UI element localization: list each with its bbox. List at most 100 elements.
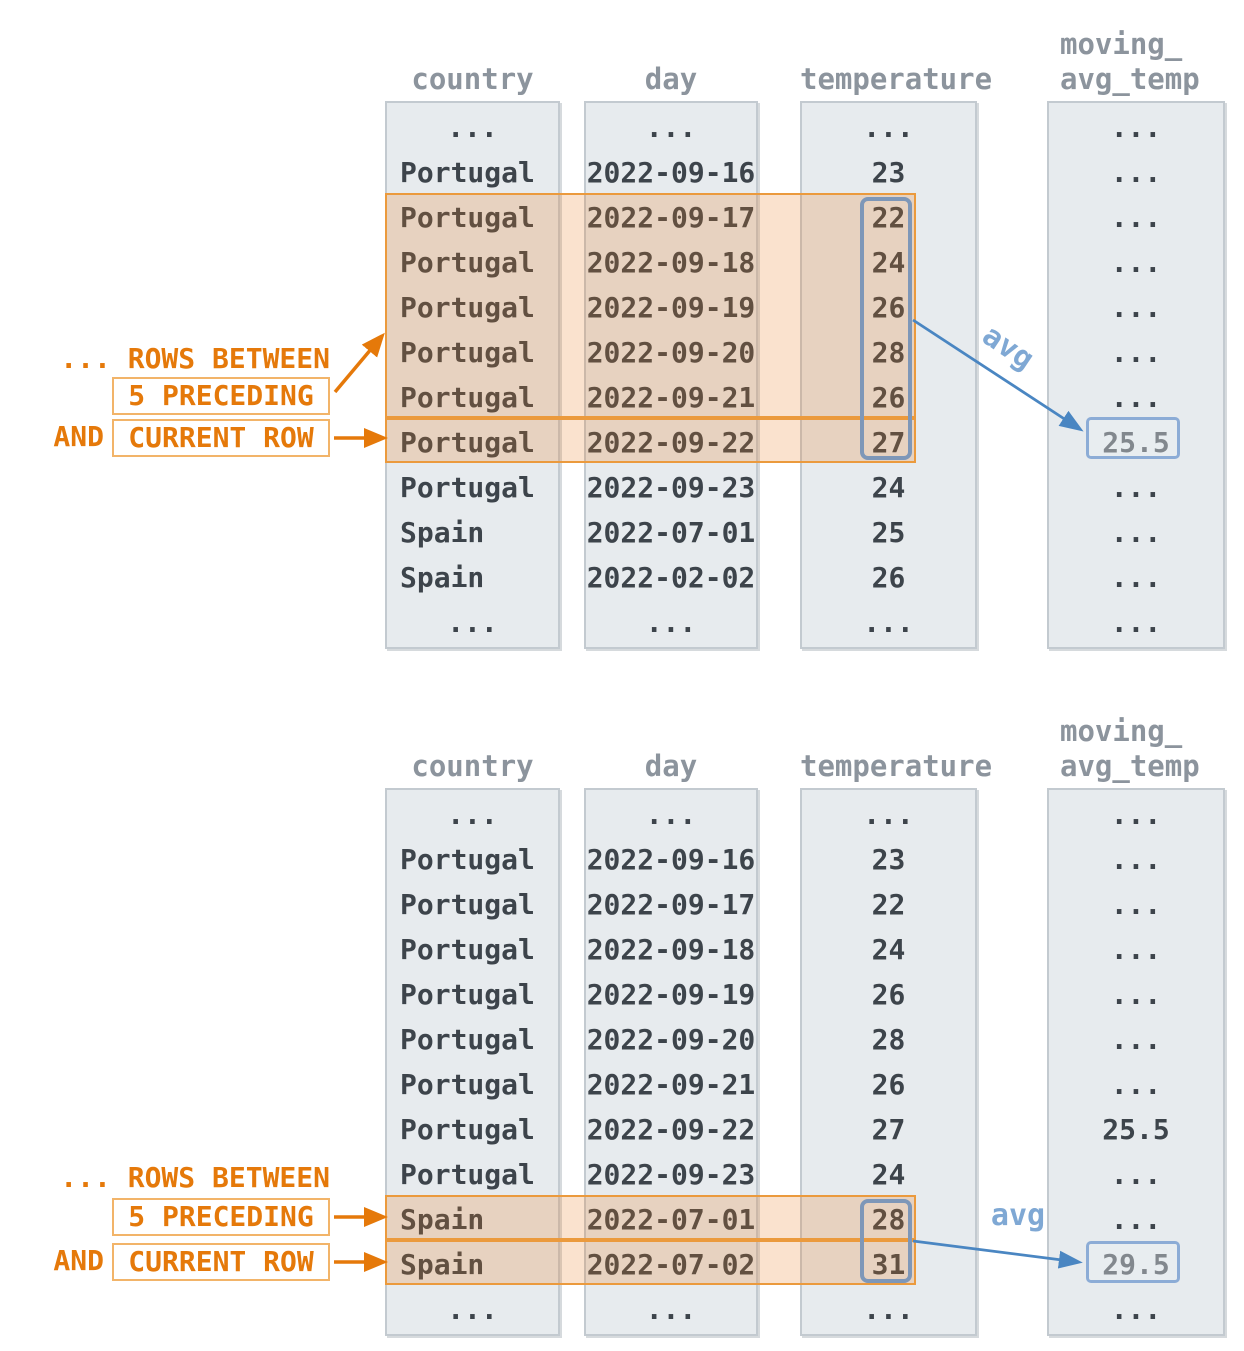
table-cell: 2022-09-20 (586, 336, 756, 369)
table-cell: ... (645, 798, 697, 831)
table-cell: ... (645, 1293, 697, 1326)
table-cell: Portugal (400, 1068, 535, 1101)
table-cell: ... (1110, 1293, 1162, 1326)
table-cell: Portugal (400, 246, 535, 279)
temperature-window-box (860, 197, 912, 460)
column-header-temperature: temperature (800, 62, 993, 96)
result-box (1086, 417, 1180, 459)
table-cell: ... (1110, 888, 1162, 921)
rows-between-label: ... ROWS BETWEEN (60, 342, 330, 375)
table-cell: 2022-02-02 (586, 561, 756, 594)
column-header-country: country (411, 62, 534, 96)
table-cell: 2022-09-17 (586, 888, 756, 921)
table-cell: 26 (871, 381, 906, 414)
table-cell: Portugal (400, 933, 535, 966)
table-cell: ... (1110, 111, 1162, 144)
table-cell: Portugal (400, 471, 535, 504)
table-cell: 26 (871, 291, 906, 324)
column-header-moving-line2: avg_temp (1060, 62, 1200, 96)
column-header-moving-line1: moving_ (1060, 714, 1183, 748)
table-cell: ... (1110, 933, 1162, 966)
table-cell: 28 (871, 336, 906, 369)
table-cell: 22 (871, 201, 906, 234)
current-row-highlight (385, 418, 916, 463)
table-cell: ... (1110, 1203, 1162, 1236)
table-cell: ... (1110, 561, 1162, 594)
table-cell: 2022-07-02 (586, 1248, 756, 1281)
table-cell: ... (1110, 246, 1162, 279)
table-cell: 2022-09-22 (586, 1113, 756, 1146)
current-row-label-box: CURRENT ROW (112, 419, 330, 457)
table-cell: 23 (871, 156, 906, 189)
table-cell: 31 (871, 1248, 906, 1281)
table-cell: ... (645, 111, 697, 144)
table-cell: ... (1110, 516, 1162, 549)
temperature-window-box (860, 1199, 912, 1283)
table-column-moving-avg: ... ... ... ... ... ... ... 25.5 ... ...… (1047, 788, 1225, 1336)
table-column-day: ... 2022-09-16 2022-09-17 2022-09-18 202… (584, 101, 758, 649)
table-cell: Portugal (400, 843, 535, 876)
table-cell: ... (1110, 798, 1162, 831)
table-column-country: ... Portugal Portugal Portugal Portugal … (385, 101, 560, 649)
table-cell: 2022-09-16 (586, 843, 756, 876)
table-cell: 2022-09-23 (586, 1158, 756, 1191)
table-cell: 2022-09-21 (586, 1068, 756, 1101)
table-cell: 2022-09-21 (586, 381, 756, 414)
table-cell: Portugal (400, 1158, 535, 1191)
window-frame-highlight (385, 1195, 916, 1240)
rows-between-label: ... ROWS BETWEEN (60, 1161, 330, 1194)
table-cell: 26 (871, 978, 906, 1011)
table-cell: 22 (871, 888, 906, 921)
table-cell: 28 (871, 1023, 906, 1056)
table-cell: Portugal (400, 426, 535, 459)
table-cell: ... (1110, 381, 1162, 414)
window-frame-highlight (385, 193, 916, 418)
table-cell: 2022-09-16 (586, 156, 756, 189)
table-cell: Spain (400, 516, 485, 549)
and-label: AND (53, 1244, 104, 1277)
table-cell: ... (1110, 606, 1162, 639)
table-cell: ... (1110, 1023, 1162, 1056)
table-cell: 28 (871, 1203, 906, 1236)
table-cell: Portugal (400, 201, 535, 234)
table-column-country: ... Portugal Portugal Portugal Portugal … (385, 788, 560, 1336)
table-cell: ... (447, 111, 498, 144)
table-cell: Spain (400, 561, 485, 594)
table-cell: 25 (871, 516, 906, 549)
and-label: AND (53, 420, 104, 453)
table-cell: ... (1110, 843, 1162, 876)
table-cell: ... (863, 111, 914, 144)
table-cell: ... (447, 1293, 498, 1326)
current-row-label-box: CURRENT ROW (112, 1243, 330, 1281)
table-cell: 2022-09-23 (586, 471, 756, 504)
table-cell: 2022-09-19 (586, 291, 756, 324)
preceding-label-box: 5 PRECEDING (112, 377, 330, 415)
table-cell: 2022-07-01 (586, 1203, 756, 1236)
column-header-temperature: temperature (800, 749, 993, 783)
table-cell: ... (447, 606, 498, 639)
table-cell: ... (863, 606, 914, 639)
table-cell: ... (1110, 1068, 1162, 1101)
table-cell: ... (863, 798, 914, 831)
table-cell: ... (1110, 156, 1162, 189)
table-cell: Portugal (400, 336, 535, 369)
table-cell: 26 (871, 1068, 906, 1101)
table-cell: 2022-09-20 (586, 1023, 756, 1056)
table-cell: Portugal (400, 291, 535, 324)
table-cell: ... (645, 606, 697, 639)
table-cell: Spain (400, 1203, 485, 1236)
current-row-highlight (385, 1240, 916, 1285)
table-cell: 2022-09-22 (586, 426, 756, 459)
column-header-day: day (644, 749, 698, 783)
table-cell: Portugal (400, 1023, 535, 1056)
table-cell: 27 (871, 1113, 906, 1146)
table-cell: 24 (871, 246, 906, 279)
table-cell: 24 (871, 1158, 906, 1191)
preceding-arrow (333, 332, 385, 394)
table-cell: ... (1110, 336, 1162, 369)
table-cell: ... (447, 798, 498, 831)
table-cell: 26 (871, 561, 906, 594)
preceding-label-box: 5 PRECEDING (112, 1198, 330, 1236)
result-box (1086, 1241, 1180, 1283)
